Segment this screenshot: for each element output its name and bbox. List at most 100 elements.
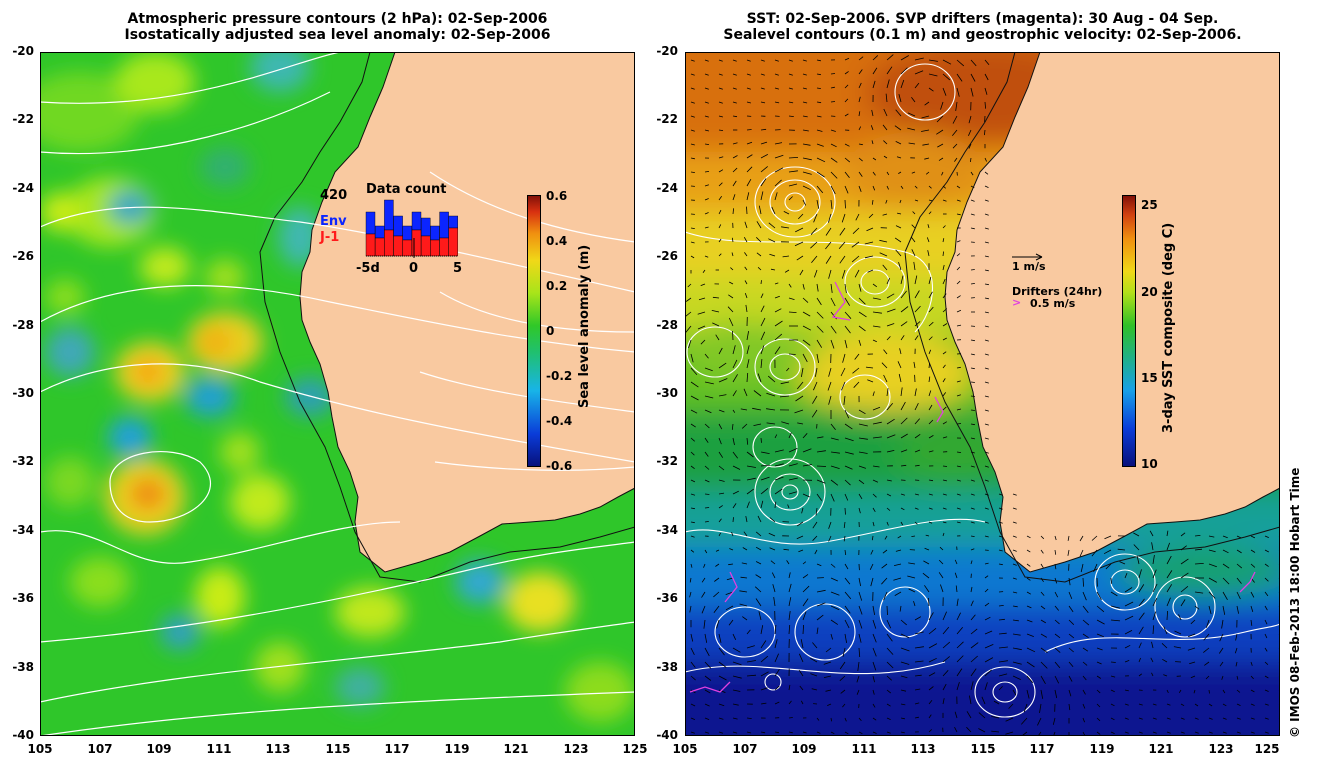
velocity-arrow — [984, 588, 989, 593]
velocity-arrow — [704, 661, 712, 669]
velocity-arrow — [755, 574, 762, 579]
velocity-arrow — [966, 711, 972, 719]
velocity-arrow — [882, 213, 888, 216]
velocity-arrow — [718, 633, 722, 643]
velocity-arrow — [900, 661, 910, 665]
velocity-arrow — [1012, 605, 1018, 608]
velocity-arrow — [760, 451, 770, 454]
velocity-arrow — [852, 367, 860, 374]
velocity-arrow — [1012, 689, 1017, 696]
velocity-arrow — [968, 129, 972, 136]
velocity-arrow — [858, 437, 868, 440]
velocity-arrow — [1079, 535, 1084, 542]
velocity-arrow — [1067, 535, 1070, 541]
velocity-arrow — [802, 73, 807, 76]
velocity-arrow — [802, 115, 808, 118]
velocity-arrow — [928, 363, 930, 369]
velocity-arrow — [984, 255, 989, 258]
velocity-arrow — [718, 661, 727, 668]
left-xtick: 119 — [444, 742, 470, 756]
velocity-arrow — [801, 367, 804, 377]
velocity-arrow — [893, 577, 902, 581]
velocity-arrow — [704, 493, 710, 495]
velocity-arrow — [872, 731, 877, 734]
australia-landmass — [944, 52, 1280, 573]
velocity-arrow — [1040, 549, 1044, 554]
australia-landmass — [299, 52, 635, 573]
velocity-arrow — [928, 185, 932, 189]
velocity-arrow — [942, 493, 947, 496]
velocity-arrow — [900, 703, 906, 706]
velocity-arrow — [718, 675, 727, 681]
velocity-arrow — [914, 449, 921, 453]
velocity-arrow — [900, 731, 905, 734]
velocity-arrow — [690, 395, 699, 401]
velocity-arrow — [802, 143, 811, 146]
velocity-arrow — [704, 171, 710, 173]
velocity-arrow — [704, 87, 709, 90]
velocity-arrow — [714, 577, 720, 582]
velocity-arrow — [839, 661, 846, 670]
velocity-arrow — [830, 493, 835, 502]
velocity-arrow — [1054, 647, 1061, 653]
velocity-arrow — [690, 115, 695, 118]
velocity-arrow — [1208, 577, 1217, 583]
velocity-arrow — [802, 339, 811, 346]
velocity-arrow — [787, 504, 790, 509]
velocity-arrow — [858, 507, 861, 514]
velocity-arrow — [984, 395, 989, 398]
velocity-arrow — [942, 683, 947, 691]
velocity-arrow — [914, 82, 920, 89]
velocity-arrow — [1023, 703, 1028, 713]
velocity-arrow — [969, 695, 972, 705]
velocity-arrow — [1054, 605, 1060, 611]
right-map — [685, 52, 1280, 736]
velocity-arrow — [718, 73, 723, 76]
velocity-arrow — [746, 73, 751, 76]
velocity-arrow — [1012, 549, 1017, 552]
velocity-arrow — [886, 185, 889, 190]
velocity-arrow — [978, 712, 986, 719]
velocity-arrow — [1012, 521, 1017, 524]
left-map — [40, 52, 635, 736]
velocity-arrow — [857, 661, 860, 671]
inset-legend-env: Env — [320, 214, 347, 229]
velocity-arrow — [786, 367, 790, 372]
velocity-arrow — [897, 535, 902, 539]
velocity-arrow — [1021, 717, 1028, 725]
velocity-arrow — [813, 213, 818, 223]
velocity-arrow — [1236, 675, 1239, 680]
velocity-arrow — [690, 437, 695, 442]
velocity-arrow — [936, 129, 944, 135]
velocity-arrow — [984, 157, 987, 162]
velocity-arrow — [858, 283, 862, 292]
velocity-arrow — [746, 359, 750, 369]
velocity-arrow — [872, 67, 878, 75]
velocity-arrow — [1264, 689, 1269, 692]
velocity-arrow — [872, 493, 877, 498]
velocity-arrow — [844, 507, 846, 515]
velocity-arrow — [879, 252, 888, 257]
velocity-arrow — [925, 534, 930, 537]
velocity-arrow — [895, 249, 902, 257]
velocity-arrow — [1218, 647, 1224, 654]
velocity-arrow — [718, 115, 723, 118]
right-xtick: 107 — [732, 742, 758, 756]
velocity-arrow — [872, 297, 881, 300]
velocity-arrow — [956, 324, 962, 327]
velocity-arrow — [794, 241, 804, 247]
velocity-arrow — [1236, 591, 1241, 600]
velocity-arrow — [796, 521, 804, 527]
velocity-arrow — [1236, 605, 1239, 614]
velocity-arrow — [924, 101, 930, 106]
velocity-arrow — [760, 655, 769, 663]
velocity-arrow — [942, 406, 947, 411]
velocity-arrow — [956, 199, 961, 202]
velocity-arrow — [984, 437, 989, 440]
velocity-arrow — [922, 143, 930, 146]
velocity-arrow — [704, 353, 709, 359]
velocity-arrow — [1152, 597, 1158, 607]
velocity-arrow — [998, 618, 1005, 621]
velocity-arrow — [1208, 591, 1216, 599]
velocity-arrow — [1166, 530, 1169, 537]
